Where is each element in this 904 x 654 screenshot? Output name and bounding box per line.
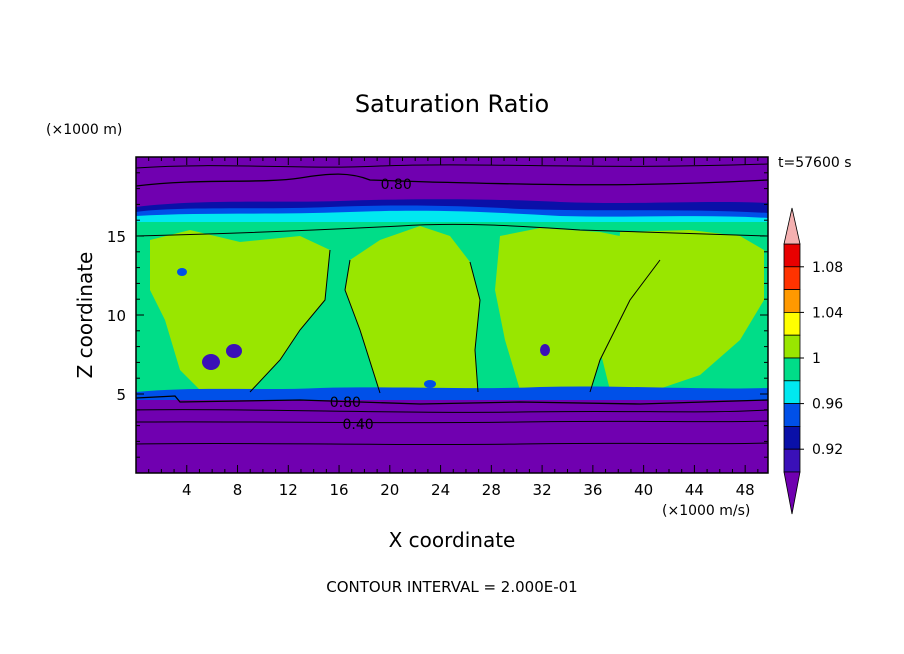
colorbar-tick-label: 0.96: [812, 397, 843, 413]
colorbar-tick-label: 1: [812, 351, 821, 367]
lower-dry-layer: [136, 400, 768, 473]
x-tick-label: 48: [736, 481, 755, 499]
contour-label: 0.80: [381, 177, 412, 193]
x-tick-label: 20: [380, 481, 399, 499]
colorbar-tick-label: 1.08: [812, 260, 843, 276]
plot-area: 0.80 0.80 0.40: [136, 157, 768, 473]
contour-label: 0.80: [330, 395, 361, 411]
y-unit-label: (×1000 m): [46, 122, 122, 138]
dry-pocket-4: [540, 344, 550, 356]
cloud-fill-region-1: [150, 230, 330, 395]
x-unit-label: (×1000 m/s): [662, 503, 750, 519]
contour-lower-3: [136, 442, 768, 446]
x-tick-label: 36: [583, 481, 602, 499]
dry-pocket-5: [424, 380, 436, 388]
contour-cloud-edge-4: [589, 259, 661, 393]
x-tick-label: 24: [431, 481, 450, 499]
y-axis-ticks: 5 10 15: [107, 172, 768, 458]
contour-cloud-edge-3: [469, 261, 481, 393]
time-label: t=57600 s: [778, 155, 852, 171]
colorbar-bottom-triangle: [783, 471, 801, 515]
chart-title: Saturation Ratio: [355, 90, 549, 118]
cloud-fill-region-4: [600, 230, 764, 392]
x-tick-label: 40: [634, 481, 653, 499]
x-tick-label: 8: [233, 481, 243, 499]
dry-pocket-3: [177, 268, 187, 276]
x-tick-label: 32: [533, 481, 552, 499]
colorbar-bin: [783, 357, 801, 382]
colorbar: 0.92 0.96 1 1.04 1.08: [783, 207, 843, 515]
colorbar-tick-label: 1.04: [812, 305, 843, 321]
colorbar-bin: [783, 334, 801, 359]
y-tick-label: 10: [107, 307, 126, 325]
x-tick-label: 16: [330, 481, 349, 499]
contour-cloud-edge-1: [249, 249, 331, 393]
contour-cloud-top: [136, 223, 768, 237]
colorbar-bin: [783, 266, 801, 290]
colorbar-bin: [783, 425, 801, 450]
colorbar-top-triangle: [783, 207, 801, 245]
colorbar-bin: [783, 311, 801, 336]
x-axis-ticks: 4 8 12 16 20 24 28 32 36 40 44 48: [148, 157, 759, 499]
contour-label: 0.40: [343, 417, 374, 433]
y-axis-label: Z coordinate: [73, 252, 97, 379]
dry-pocket-1: [202, 354, 220, 370]
y-tick-label: 15: [107, 228, 126, 246]
colorbar-bin: [783, 243, 801, 268]
contour-0.80-lower: [136, 395, 768, 405]
colorbar-tick-label: 0.92: [812, 442, 843, 458]
contour-0.40: [136, 420, 768, 424]
contour-interval-footer: CONTOUR INTERVAL = 2.000E-01: [326, 578, 577, 596]
x-tick-label: 28: [482, 481, 501, 499]
colorbar-bin: [783, 403, 801, 427]
contour-cloud-edge-2: [344, 259, 381, 394]
y-tick-label: 5: [116, 386, 126, 404]
colorbar-bin: [783, 380, 801, 404]
x-tick-label: 44: [685, 481, 704, 499]
x-axis-label: X coordinate: [389, 528, 516, 552]
x-tick-label: 4: [182, 481, 192, 499]
colorbar-bin: [783, 448, 801, 473]
dry-pocket-2: [226, 344, 242, 358]
colorbar-bin: [783, 289, 801, 313]
contour-lower-2: [136, 409, 768, 413]
cloud-fill-region-2: [345, 226, 480, 395]
x-tick-label: 12: [279, 481, 298, 499]
contour-upper-2: [136, 163, 768, 169]
contour-0.80-upper: [136, 173, 768, 187]
